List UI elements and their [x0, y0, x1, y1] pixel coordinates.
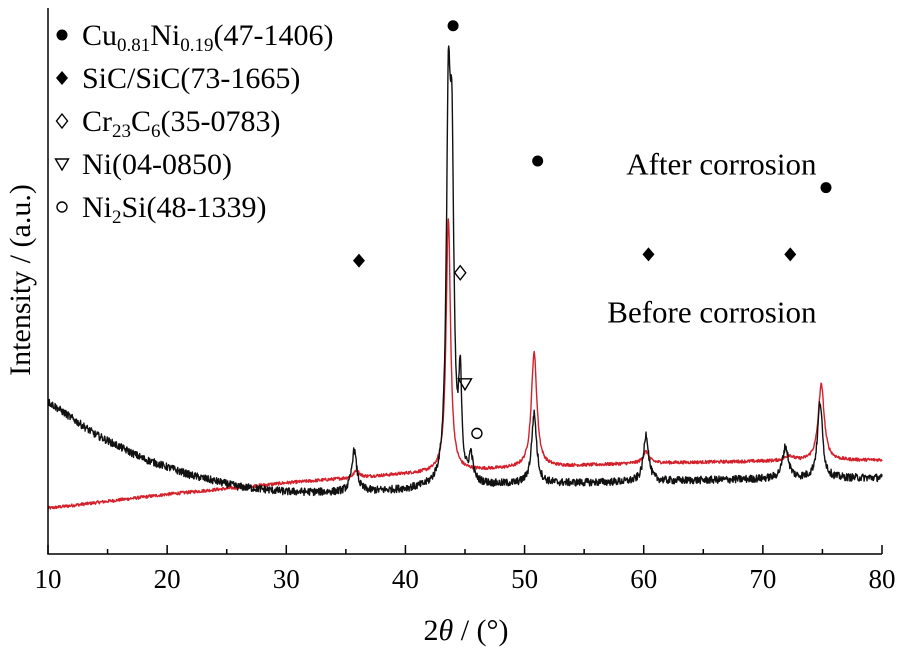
- axes: 10 20 30 40 50 60 70 80: [35, 8, 896, 594]
- legend-label-text: Ni: [82, 191, 112, 224]
- legend-label: Ni(04-0850): [82, 148, 232, 181]
- open-circle-marker: [471, 427, 483, 440]
- legend-label-subscript: 2: [112, 207, 122, 228]
- x-tick-label: 40: [392, 564, 419, 594]
- filled-circle-marker: [447, 20, 459, 32]
- peak-markers: [352, 20, 832, 440]
- x-axis-label-unit: / (°): [453, 614, 508, 647]
- legend-label-text: C: [131, 105, 151, 138]
- curve-annotation: Before corrosion: [607, 294, 817, 329]
- x-tick-label: 20: [154, 564, 181, 594]
- legend-label-text: Cu: [82, 19, 117, 52]
- filled-circle-marker: [820, 182, 832, 194]
- legend-symbol-filled-diamond: [56, 71, 68, 85]
- legend-label: SiC/SiC(73-1665): [82, 62, 300, 95]
- legend-symbol-open-circle: [56, 201, 68, 213]
- legend-symbol-open-triangle-down: [54, 158, 70, 172]
- legend-label-text: Ni(04-0850): [82, 148, 232, 181]
- x-tick-label: 60: [630, 564, 657, 594]
- series-layer: [47, 45, 883, 510]
- legend-label-text: Si(48-1339): [122, 191, 267, 224]
- legend-label-subscript: 6: [151, 121, 161, 142]
- legend-label-text: Cr: [82, 105, 112, 138]
- x-tick-label: 30: [273, 564, 300, 594]
- filled-diamond-marker: [352, 253, 365, 268]
- legend-label-text: Ni: [150, 19, 180, 52]
- open-diamond-marker: [453, 264, 467, 281]
- legend-label-subscript: 0.81: [117, 35, 150, 56]
- curve-annotations: After corrosion Before corrosion: [607, 146, 817, 329]
- x-axis-label-prefix: 2: [423, 614, 438, 647]
- legend-label-subscript: 0.19: [180, 35, 213, 56]
- curve-annotation: After corrosion: [626, 146, 817, 181]
- open-triangle-down-marker: [457, 378, 473, 392]
- x-tick-label: 70: [749, 564, 776, 594]
- filled-diamond-marker: [784, 247, 797, 262]
- legend: Cu0.81Ni0.19(47-1406)SiC/SiC(73-1665)Cr2…: [54, 19, 334, 228]
- series-line-1: [47, 45, 883, 497]
- x-axis-label-theta: θ: [438, 614, 453, 647]
- legend-label: Cr23C6(35-0783): [82, 105, 281, 142]
- x-axis-label: 2θ / (°): [423, 614, 508, 647]
- legend-label-text: (35-0783): [161, 105, 281, 138]
- legend-label: Ni2Si(48-1339): [82, 191, 267, 228]
- filled-diamond-marker: [642, 247, 655, 262]
- legend-symbol-open-diamond: [55, 112, 69, 130]
- x-tick-label: 80: [869, 564, 896, 594]
- filled-circle-marker: [532, 155, 544, 167]
- series-line-0: [47, 218, 883, 510]
- legend-symbol-filled-circle: [56, 29, 68, 41]
- legend-label: Cu0.81Ni0.19(47-1406): [82, 19, 334, 56]
- x-tick-label: 10: [35, 564, 62, 594]
- y-axis-label: Intensity / (a.u.): [4, 184, 37, 376]
- legend-label-subscript: 23: [112, 121, 131, 142]
- legend-label-text: SiC/SiC(73-1665): [82, 62, 300, 95]
- legend-label-text: (47-1406): [214, 19, 334, 52]
- x-tick-label: 50: [511, 564, 538, 594]
